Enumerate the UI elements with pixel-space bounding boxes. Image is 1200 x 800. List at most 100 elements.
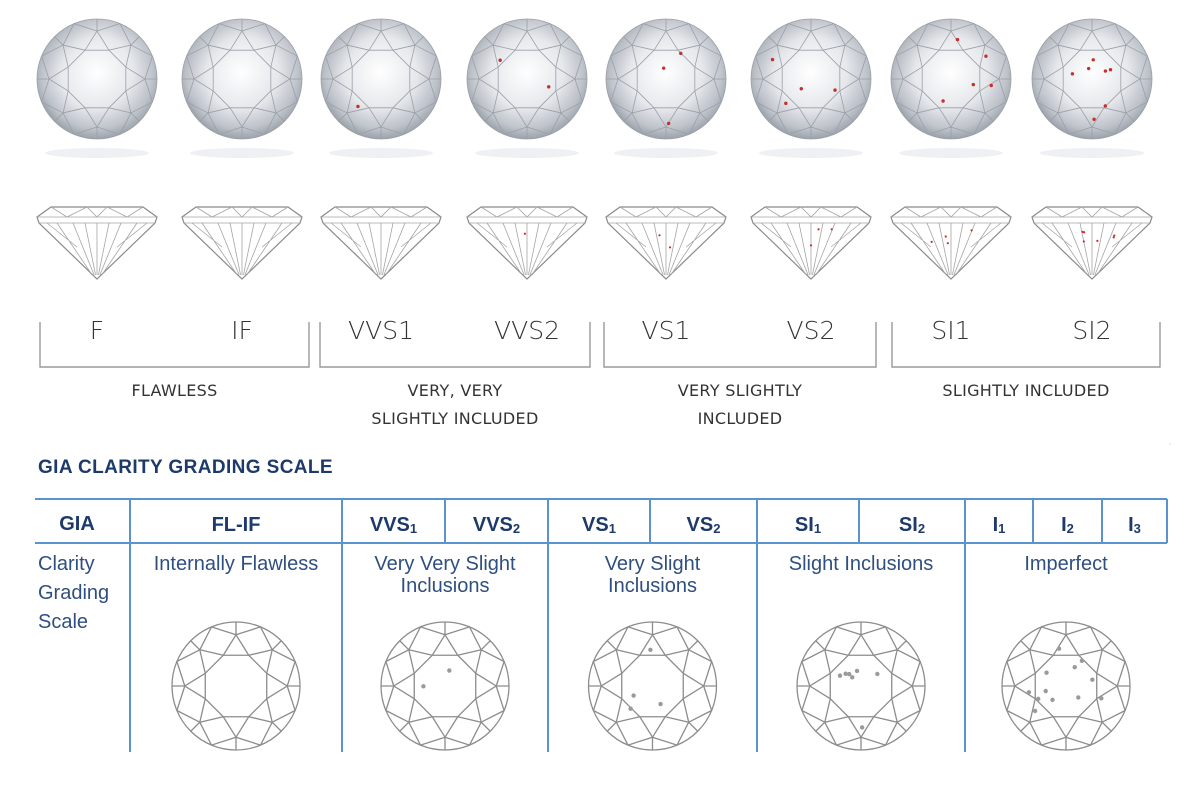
inclusion-dot — [989, 83, 993, 88]
profile-facets — [37, 206, 157, 276]
diamond-reflection — [759, 148, 863, 158]
inclusion-dot — [1108, 68, 1113, 72]
diamond-outline — [171, 621, 301, 751]
inclusion-dot — [1091, 58, 1095, 62]
diamond-vs2 — [750, 18, 872, 158]
row-label: Clarity — [38, 553, 95, 575]
profile-si1 — [890, 206, 1012, 280]
inclusion-dot — [1072, 665, 1077, 670]
inclusion-dot — [1082, 240, 1085, 243]
grade-label: SI1 — [931, 316, 970, 345]
inclusion-dot — [1076, 695, 1081, 700]
divider-mark: , — [1169, 437, 1171, 446]
diamond-outline — [1001, 621, 1131, 751]
inclusion-dot — [830, 228, 833, 231]
profile-facets — [606, 206, 726, 276]
side-profile-row — [36, 206, 1153, 280]
grade-group: FLAWLESS — [39, 322, 310, 400]
inclusion-dot — [1056, 646, 1062, 651]
profile-facets — [891, 206, 1011, 276]
diamond-outline — [587, 621, 718, 751]
diamond-reflection — [45, 148, 149, 158]
inclusion-dot — [447, 668, 452, 673]
inclusion-dot — [356, 104, 360, 109]
grade-label: SI2 — [1072, 316, 1111, 345]
inclusion-dot — [1026, 690, 1032, 695]
profile-si2 — [1031, 206, 1153, 280]
inclusion-dot — [847, 671, 852, 677]
inclusion-dot — [1113, 234, 1116, 237]
grade-group: VERY, VERY SLIGHTLY INCLUDED — [319, 322, 591, 428]
group-label: VERY SLIGHTLY — [678, 381, 802, 400]
inclusion-dot — [770, 57, 775, 62]
inclusion-dot — [421, 684, 426, 689]
group-bracket — [319, 322, 591, 368]
diamond-facets — [890, 18, 1012, 140]
profile-vs2 — [750, 206, 872, 280]
profile-facets — [1032, 206, 1152, 276]
inclusion-dot — [658, 234, 661, 237]
diamond-si1 — [890, 18, 1012, 158]
diamond-vs1 — [605, 18, 727, 158]
row-label: Scale — [38, 611, 88, 633]
inclusion-dot — [809, 244, 813, 247]
grade-header: I2 — [1061, 514, 1074, 536]
group-label: SLIGHTLY INCLUDED — [942, 381, 1109, 400]
grade-header: VVS2 — [473, 514, 520, 536]
diamond-outline — [796, 621, 926, 751]
group-bracket — [603, 322, 877, 368]
inclusion-dot — [875, 671, 880, 677]
diamond-vvs1 — [320, 18, 442, 158]
inclusion-dot — [1086, 66, 1091, 71]
diamond-reflection — [899, 148, 1003, 158]
group-label: SLIGHTLY INCLUDED — [371, 409, 538, 428]
grade-label: VVS1 — [348, 316, 414, 345]
inclusion-dot — [799, 87, 803, 91]
group-label: INCLUDED — [698, 409, 783, 428]
diagram-diamond — [587, 621, 718, 751]
profile-facets — [467, 206, 587, 276]
grade-description: Internally Flawless — [154, 553, 319, 575]
diamond-facets — [466, 18, 588, 140]
inclusion-dot — [1044, 670, 1049, 675]
diamond-outline — [380, 621, 510, 751]
inclusion-dot — [1070, 72, 1075, 76]
grade-header: VVS1 — [370, 514, 417, 536]
grade-description: Inclusions — [401, 575, 490, 597]
inclusion-dot — [661, 66, 666, 70]
grade-header: FL-IF — [212, 514, 261, 536]
diamond-facets — [605, 18, 727, 140]
inclusion-dot — [1096, 239, 1099, 242]
inclusion-dot — [1103, 104, 1108, 108]
profile-vvs2 — [466, 206, 588, 280]
inclusion-dot — [523, 232, 526, 235]
inclusion-dot — [971, 82, 976, 87]
diamond-facets — [320, 18, 442, 140]
group-label: VERY, VERY — [407, 381, 502, 400]
profile-vs1 — [605, 206, 727, 280]
diamond-f — [36, 18, 158, 158]
profile-f — [36, 206, 158, 280]
diamond-facets — [36, 18, 158, 140]
grade-description: Very Slight — [605, 553, 701, 575]
inclusion-dot — [1099, 696, 1104, 701]
diamond-if — [181, 18, 303, 158]
inclusion-dot — [817, 228, 820, 231]
diagram-diamond — [171, 621, 301, 751]
grade-header: SI2 — [899, 514, 925, 536]
inclusion-dot — [1092, 117, 1096, 121]
inclusion-dot — [1083, 231, 1086, 234]
inclusion-dot — [498, 58, 502, 62]
inclusion-dot — [941, 99, 945, 103]
inclusion-dot — [628, 706, 633, 711]
row-header-gia: GIA — [59, 513, 95, 535]
top-diamond-row — [36, 18, 1153, 158]
inclusion-dot — [833, 88, 837, 92]
grade-label: VS2 — [787, 316, 836, 345]
grade-header: I3 — [1128, 514, 1141, 536]
diamond-reflection — [1040, 148, 1144, 158]
diamond-reflection — [329, 148, 433, 158]
inclusion-dot — [843, 671, 848, 676]
inclusion-dot — [1050, 697, 1055, 703]
grade-label: IF — [231, 316, 253, 345]
